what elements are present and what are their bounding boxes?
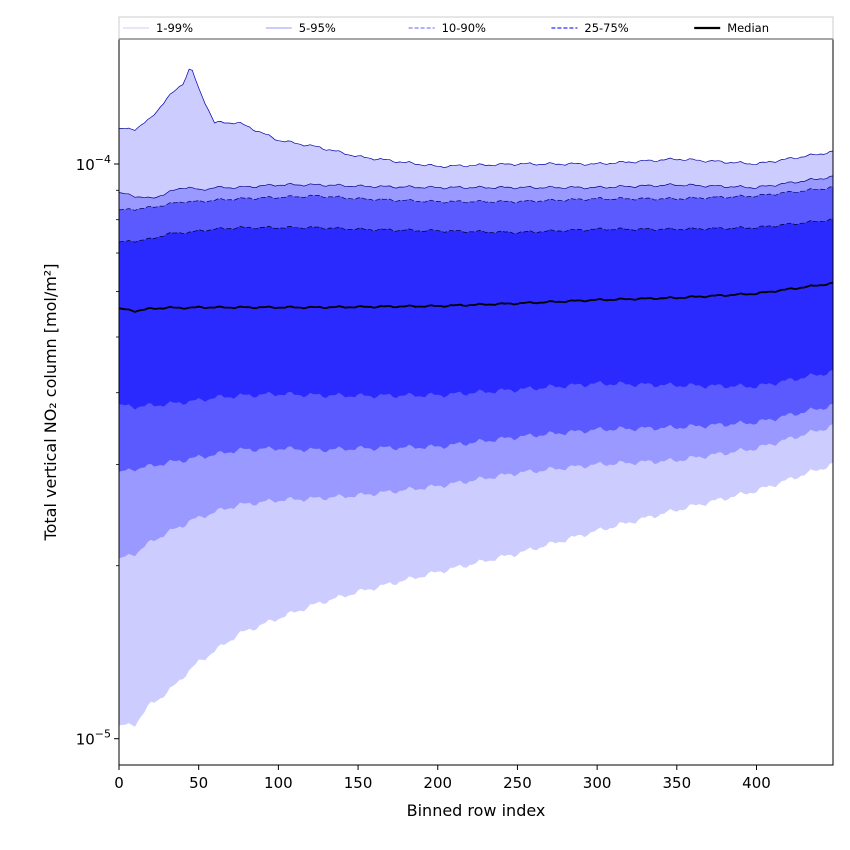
legend-items: 1-99% 5-95% 10-90% 25-75% Median bbox=[123, 21, 769, 35]
x-tick-label: 200 bbox=[423, 774, 452, 792]
median-layer bbox=[118, 281, 834, 313]
legend-label-1-99%: 1-99% bbox=[156, 21, 193, 35]
x-tick-label: 100 bbox=[264, 774, 293, 792]
y-tick-label: 10−5 bbox=[76, 728, 111, 749]
median-line bbox=[118, 281, 834, 313]
legend-label-10-90%: 10-90% bbox=[442, 21, 486, 35]
legend-label-Median: Median bbox=[727, 21, 769, 35]
band-upper-edge-10-90% bbox=[118, 186, 834, 211]
band-upper-edge-1-99% bbox=[119, 68, 834, 169]
legend: 1-99% 5-95% 10-90% 25-75% Median bbox=[118, 16, 834, 40]
x-axis: 0 50 100 150 200 250 300 350 400 bbox=[114, 765, 771, 792]
band-upper-edge-25-75% bbox=[118, 218, 834, 243]
band-upper-edge-5-95% bbox=[118, 175, 834, 199]
x-tick-label: 50 bbox=[189, 774, 208, 792]
y-axis-label: Total vertical NO₂ column [mol/m²] bbox=[41, 264, 60, 542]
legend-label-25-75%: 25-75% bbox=[584, 21, 628, 35]
x-tick-label: 400 bbox=[742, 774, 771, 792]
x-tick-label: 250 bbox=[503, 774, 532, 792]
y-tick-label: 10−4 bbox=[76, 153, 111, 174]
band-25-75% bbox=[119, 218, 833, 410]
y-axis: 10−5 10−4 bbox=[76, 153, 119, 749]
x-tick-label: 350 bbox=[662, 774, 691, 792]
x-tick-label: 150 bbox=[344, 774, 373, 792]
x-tick-label: 300 bbox=[583, 774, 612, 792]
x-tick-label: 0 bbox=[114, 774, 124, 792]
x-axis-label: Binned row index bbox=[407, 801, 546, 820]
percentile-bands bbox=[118, 68, 834, 727]
legend-label-5-95%: 5-95% bbox=[299, 21, 336, 35]
